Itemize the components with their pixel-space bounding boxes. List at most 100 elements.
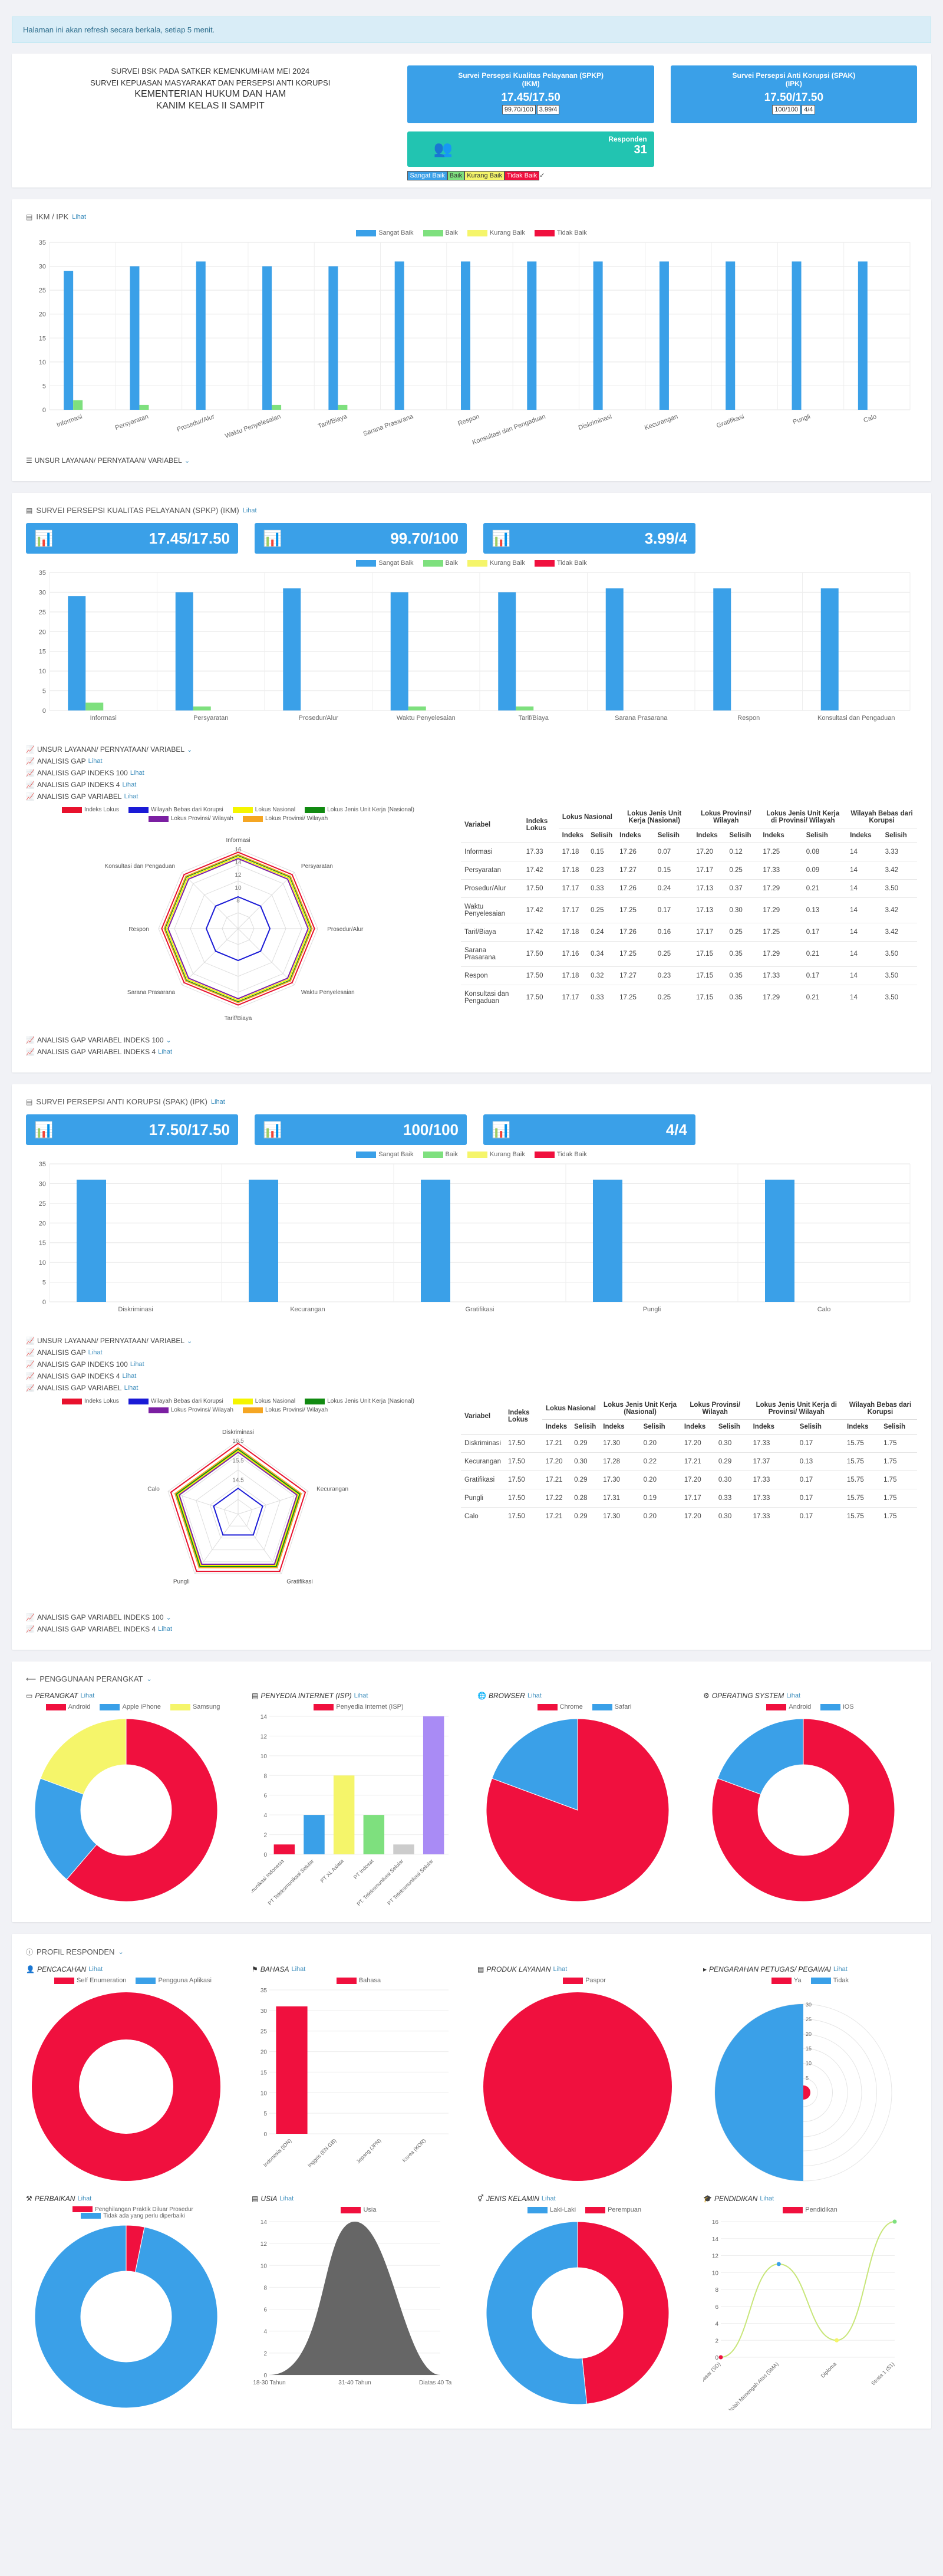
lihat-link[interactable]: ⌄ [187,746,193,754]
pengaruh-lihat-link[interactable]: Lihat [833,1966,848,1973]
bar-sangat-baik [605,588,624,710]
radar-legend-item[interactable]: Lokus Provinsi/ Wilayah [148,1407,233,1413]
legend-item[interactable]: Sangat Baik [356,1151,414,1158]
legend-item[interactable]: Pengguna Aplikasi [136,1977,212,1984]
lihat-link[interactable]: Lihat [124,793,139,800]
legend-item[interactable]: Baik [423,229,458,236]
spkp-link-4[interactable]: 📈 ANALISIS GAP VARIABEL Lihat [26,792,917,801]
legend-item[interactable]: Chrome [537,1703,583,1710]
spak-link-0[interactable]: 📈 UNSUR LAYANAN/ PERNYATAAN/ VARIABEL ⌄ [26,1337,917,1345]
legend-item[interactable]: Android [766,1703,811,1710]
user-icon: 👤 [26,1965,35,1973]
radar-legend-item[interactable]: Lokus Jenis Unit Kerja (Nasional) [305,807,414,813]
legend-item[interactable]: Tidak [810,1977,849,1984]
produk-lihat-link[interactable]: Lihat [553,1966,568,1973]
pendidikan-lihat-link[interactable]: Lihat [760,2195,774,2202]
radar-legend-item[interactable]: Lokus Provinsi/ Wilayah [243,815,328,822]
legend-item[interactable]: Laki-Laki [527,2206,576,2213]
legend-item[interactable]: Penghilangan Praktik Diluar Prosedur [26,2206,240,2213]
legend-item[interactable]: Sangat Baik [356,560,414,567]
legend-item[interactable]: Paspor [563,1977,606,1984]
lihat-link[interactable]: Lihat [130,769,144,777]
spak-lihat-link[interactable]: Lihat [211,1098,225,1106]
refresh-alert: Halaman ini akan refresh secara berkala,… [12,17,931,43]
perangkat-title: ▭ PERANGKAT Lihat [26,1692,95,1700]
legend-item[interactable]: Tidak Baik [534,1151,587,1158]
os-lihat-link[interactable]: Lihat [786,1692,801,1699]
browser-lihat-link[interactable]: Lihat [527,1692,542,1699]
spkp-link-0[interactable]: 📈 UNSUR LAYANAN/ PERNYATAAN/ VARIABEL ⌄ [26,745,917,754]
ikm-unsur-link[interactable]: ☰ UNSUR LAYANAN/ PERNYATAAN/ VARIABEL ⌄ [26,456,917,465]
jk-lihat-link[interactable]: Lihat [541,2195,556,2202]
perbaikan-lihat-link[interactable]: Lihat [77,2195,92,2202]
perangkat-lihat-link[interactable]: Lihat [80,1692,95,1699]
lihat-link[interactable]: Lihat [130,1361,144,1368]
spkp-link-2[interactable]: 📈 ANALISIS GAP INDEKS 100 Lihat [26,769,917,777]
radar-legend-item[interactable]: Lokus Jenis Unit Kerja (Nasional) [305,1398,414,1404]
legend-item[interactable]: Tidak ada yang perlu diperbaiki [26,2213,240,2219]
bahasa-lihat-link[interactable]: Lihat [291,1966,306,1973]
spak-link-3[interactable]: 📈 ANALISIS GAP INDEKS 4 Lihat [26,1372,917,1380]
radar-legend-item[interactable]: Lokus Provinsi/ Wilayah [243,1407,328,1413]
lihat-link[interactable]: Lihat [122,1373,137,1380]
spkp-link-1[interactable]: 📈 ANALISIS GAP Lihat [26,757,917,765]
lihat-link[interactable]: Lihat [88,758,103,765]
legend-item[interactable]: Sangat Baik [356,229,414,236]
chevron-down-icon[interactable]: ⌄ [146,1676,152,1683]
spkp2-link-1[interactable]: 📈 ANALISIS GAP VARIABEL INDEKS 4 Lihat [26,1048,917,1056]
legend-item[interactable]: Kurang Baik [467,229,525,236]
legend-item[interactable]: Samsung [170,1703,220,1710]
legend-item[interactable]: Penyedia Internet (ISP) [314,1703,404,1710]
spak-link-2[interactable]: 📈 ANALISIS GAP INDEKS 100 Lihat [26,1360,917,1368]
usia-lihat-link[interactable]: Lihat [279,2195,294,2202]
spak2-link-1[interactable]: 📈 ANALISIS GAP VARIABEL INDEKS 4 Lihat [26,1625,917,1633]
lihat-link[interactable]: Lihat [88,1349,103,1356]
radar-legend-item[interactable]: Indeks Lokus [62,807,119,813]
legend-item[interactable]: Android [45,1703,90,1710]
table-cell: 14 [846,923,882,942]
lihat-link[interactable]: Lihat [158,1048,173,1055]
radar-legend-item[interactable]: Lokus Nasional [232,1398,295,1404]
legend-item[interactable]: Safari [592,1703,631,1710]
lihat-link[interactable]: Lihat [124,1384,139,1391]
legend-item[interactable]: Self Enumeration [54,1977,126,1984]
radar-legend-item[interactable]: Lokus Provinsi/ Wilayah [148,815,233,822]
spkp-lihat-link[interactable]: Lihat [242,506,257,514]
legend-item[interactable]: Kurang Baik [467,1151,525,1158]
legend-item[interactable]: Ya [771,1977,802,1984]
table-cell: 15.75 [843,1489,881,1508]
spak-radar-chart: Diskriminasi Kecurangan Gratifikasi Pungli C… [147,1429,348,1585]
spkp2-link-0[interactable]: 📈 ANALISIS GAP VARIABEL INDEKS 100 ⌄ [26,1036,917,1044]
radar-legend-item[interactable]: Lokus Nasional [232,807,295,813]
legend-item[interactable]: Bahasa [336,1977,381,1984]
legend-item[interactable]: Baik [423,560,458,567]
lihat-link[interactable]: ⌄ [166,1037,172,1044]
legend-item[interactable]: Baik [423,1151,458,1158]
link-label: ANALISIS GAP INDEKS 4 [37,781,120,789]
lihat-link[interactable]: Lihat [122,781,137,788]
lihat-link[interactable]: ⌄ [187,1337,193,1345]
lihat-link[interactable]: ⌄ [166,1614,172,1621]
legend-item[interactable]: Kurang Baik [467,560,525,567]
spak2-link-0[interactable]: 📈 ANALISIS GAP VARIABEL INDEKS 100 ⌄ [26,1613,917,1621]
chevron-down-icon[interactable]: ⌄ [118,1949,124,1956]
legend-item[interactable]: iOS [820,1703,854,1710]
radar-legend-item[interactable]: Wilayah Bebas dari Korupsi [128,1398,223,1404]
spkp-link-3[interactable]: 📈 ANALISIS GAP INDEKS 4 Lihat [26,781,917,789]
legend-item[interactable]: Perempuan [585,2206,641,2213]
legend-item[interactable]: Pendidikan [783,2206,838,2213]
ikm-ipk-lihat-link[interactable]: Lihat [72,213,87,221]
radar-legend-item[interactable]: Indeks Lokus [62,1398,119,1404]
pencacahan-lihat-link[interactable]: Lihat [88,1966,103,1973]
lihat-link[interactable]: Lihat [158,1626,173,1633]
legend-item[interactable]: Apple iPhone [100,1703,161,1710]
legend-item[interactable]: Usia [341,2206,377,2213]
spak-link-4[interactable]: 📈 ANALISIS GAP VARIABEL Lihat [26,1384,917,1392]
isp-lihat-link[interactable]: Lihat [354,1692,368,1699]
spak-link-1[interactable]: 📈 ANALISIS GAP Lihat [26,1348,917,1357]
radar-axis-label: Kecurangan [316,1486,348,1493]
radar-legend-item[interactable]: Wilayah Bebas dari Korupsi [128,807,223,813]
table-cell: 3.42 [881,897,917,923]
legend-item[interactable]: Tidak Baik [534,560,587,567]
legend-item[interactable]: Tidak Baik [534,229,587,236]
